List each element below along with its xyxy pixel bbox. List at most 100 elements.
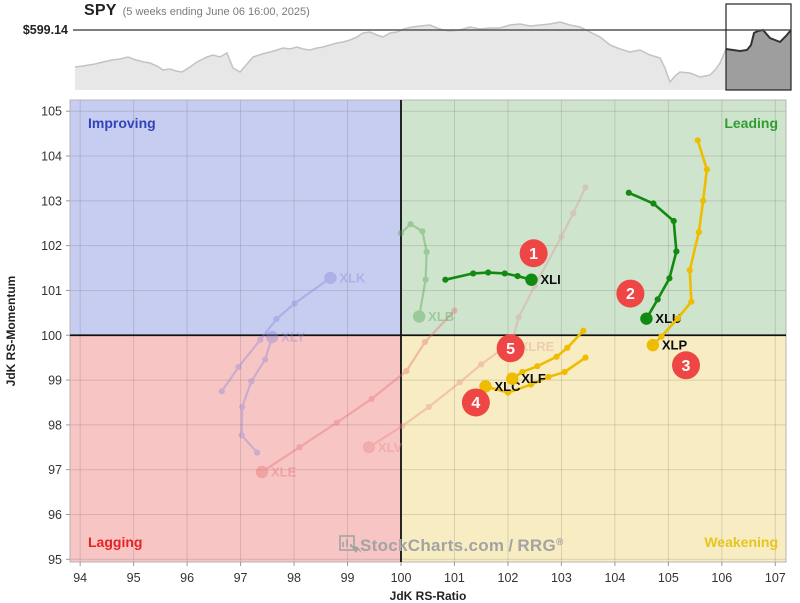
endpoint-XLY[interactable] — [265, 330, 279, 344]
tail-dot — [248, 378, 255, 385]
price-level-label: $599.14 — [22, 23, 68, 37]
svg-text:3: 3 — [682, 358, 691, 375]
tail-line-XLV — [367, 347, 504, 449]
endpoint-XLF[interactable] — [506, 372, 519, 385]
endpoint-XLU[interactable] — [640, 312, 653, 325]
tail-dot — [514, 273, 521, 280]
spy-sparkline-chart — [73, 3, 792, 91]
tail-dot — [273, 316, 280, 323]
tail-dot — [397, 229, 405, 237]
tail-line-XLY — [240, 335, 274, 454]
chart-title-row: SPY (5 weeks ending June 06 16:00, 2025) — [84, 2, 310, 20]
tail-dot — [501, 270, 508, 277]
svg-text:102: 102 — [498, 571, 519, 585]
svg-text:103: 103 — [41, 194, 62, 208]
endpoint-XLV[interactable] — [362, 441, 376, 454]
svg-text:104: 104 — [604, 571, 625, 585]
tail-dot — [403, 368, 410, 375]
endpoint-XLI[interactable] — [525, 273, 538, 286]
tail-dot — [582, 184, 589, 191]
watermark: StockCharts.com / RRG® — [339, 535, 564, 555]
tail-XLV[interactable]: XLV — [362, 345, 506, 455]
svg-text:94: 94 — [73, 571, 87, 585]
tail-XLK[interactable]: XLK — [218, 270, 366, 395]
svg-text:1: 1 — [529, 246, 538, 263]
tail-dot — [423, 248, 430, 256]
tail-dot — [625, 189, 632, 196]
tail-dot — [674, 315, 681, 322]
tail-dot — [686, 267, 693, 274]
ticker-label-XLK: XLK — [339, 270, 366, 285]
rank-badge-3: 3 — [672, 351, 701, 380]
quadrant-weakening — [400, 335, 786, 562]
tail-dot — [515, 314, 522, 321]
tail-dot — [700, 197, 707, 204]
endpoint-XLK[interactable] — [324, 271, 337, 285]
tail-dot — [218, 388, 225, 395]
tail-XLE[interactable]: XLE — [255, 307, 458, 480]
tail-dot — [262, 356, 269, 363]
tail-dot — [527, 381, 535, 388]
tail-dot — [368, 395, 375, 402]
endpoint-XLC[interactable] — [479, 380, 492, 393]
svg-text:5: 5 — [506, 341, 515, 358]
tail-dot — [570, 210, 577, 217]
tail-XLY[interactable]: XLY — [238, 330, 306, 456]
tail-dot — [422, 276, 429, 283]
period-subtitle: (5 weeks ending June 06 16:00, 2025) — [122, 6, 310, 18]
tail-dot — [333, 419, 340, 426]
tail-dot — [561, 368, 568, 376]
tail-dot — [553, 353, 560, 360]
svg-text:100: 100 — [391, 571, 412, 585]
tail-dot — [442, 276, 449, 283]
endpoint-XLB[interactable] — [412, 310, 426, 323]
endpoint-XLP[interactable] — [646, 338, 660, 352]
tail-dot — [296, 444, 303, 451]
tail-dot — [558, 233, 565, 240]
svg-text:97: 97 — [234, 571, 248, 585]
tail-dot — [291, 300, 298, 307]
last-5-weeks-box — [725, 3, 792, 91]
tail-XLP[interactable]: XLP — [646, 137, 710, 353]
ticker-label-XLRE: XLRE — [520, 339, 555, 354]
svg-text:100: 100 — [41, 329, 62, 343]
tail-XLC[interactable]: XLC — [479, 354, 589, 396]
watermark-text: StockCharts.com / RRG® — [360, 536, 564, 555]
spy-price-line-highlight — [725, 28, 792, 53]
stockcharts-logo-icon — [339, 535, 362, 553]
tail-dot — [582, 354, 589, 361]
rank-badge-5: 5 — [496, 334, 525, 363]
x-axis: 94 95 96 97 98 99 100 101 102 103 104 105 106 107 JdK … — [73, 562, 786, 603]
rank-badge-2: 2 — [616, 279, 645, 308]
ticker-label-XLV: XLV — [378, 440, 403, 455]
tail-dot — [239, 403, 246, 411]
quadrant-label-lagging: Lagging — [88, 534, 142, 550]
tail-dot — [519, 368, 526, 376]
tail-line-XLRE — [509, 186, 587, 348]
tail-dot — [670, 217, 677, 225]
spy-area-light — [75, 22, 726, 90]
tail-dot — [654, 296, 661, 303]
tail-line-XLC — [484, 356, 587, 394]
y-axis-title: JdK RS-Momentum — [4, 276, 18, 387]
tail-XLB[interactable]: XLB — [397, 221, 454, 324]
tail-line-XLK — [220, 276, 332, 393]
svg-text:106: 106 — [711, 571, 732, 585]
tail-dot — [421, 338, 429, 346]
tail-dot — [478, 361, 485, 368]
tail-XLU[interactable]: XLU — [625, 189, 682, 327]
svg-text:102: 102 — [41, 239, 62, 253]
spy-price-line-light — [74, 21, 727, 84]
endpoint-XLE[interactable] — [255, 465, 269, 479]
svg-text:95: 95 — [127, 571, 141, 585]
tail-XLI[interactable]: XLI — [442, 269, 561, 287]
tail-line-XLB — [399, 223, 428, 318]
spy-area-highlight — [726, 30, 791, 90]
tail-dot — [257, 336, 264, 343]
tail-line-XLE — [260, 309, 456, 474]
tail-dot — [419, 228, 426, 235]
tail-XLF[interactable]: XLF — [506, 327, 587, 387]
ticker-label-XLB: XLB — [428, 309, 454, 324]
tail-dot — [694, 137, 701, 144]
svg-text:95: 95 — [48, 553, 62, 567]
